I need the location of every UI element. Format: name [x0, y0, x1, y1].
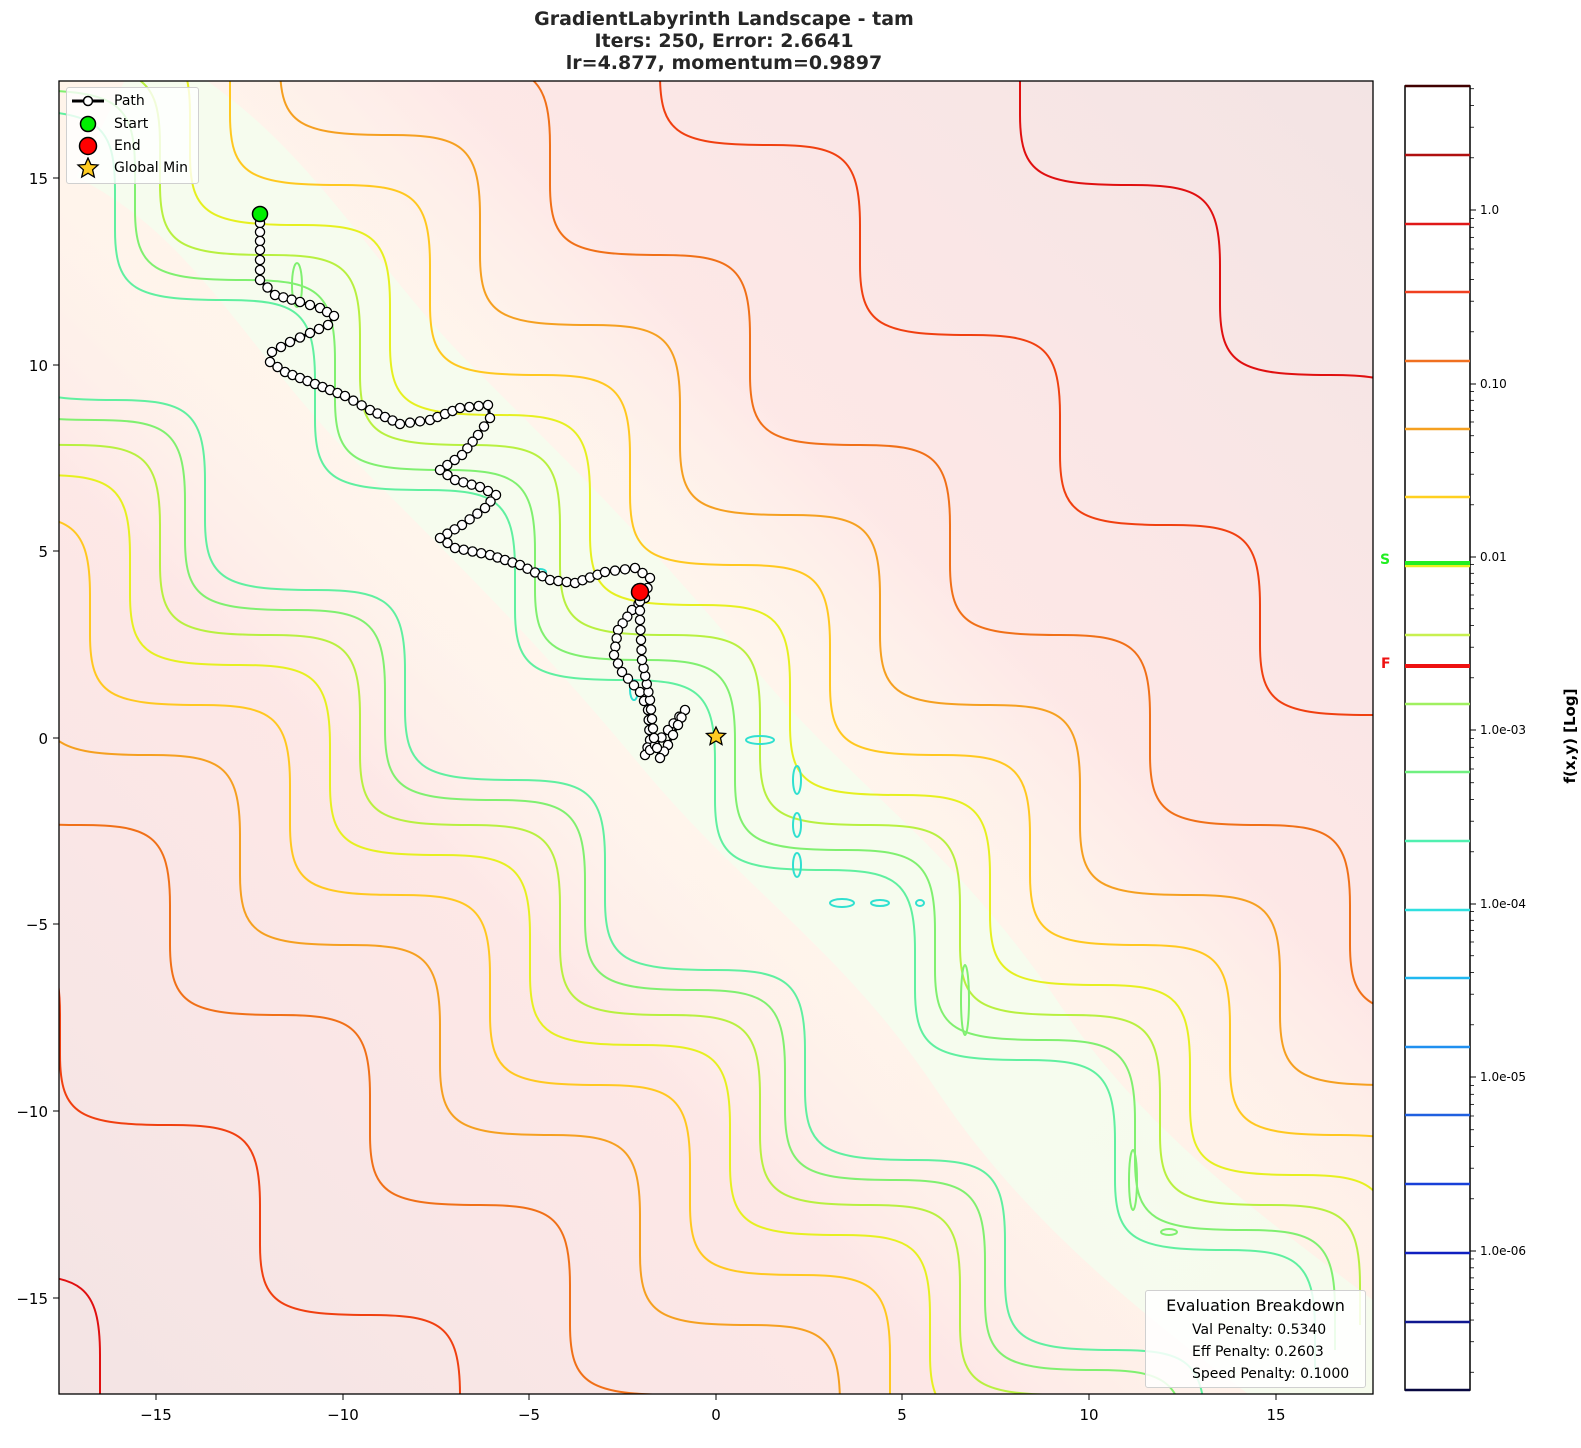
- y-tick-label: −5: [26, 916, 48, 934]
- speed-penalty: Speed Penalty: 0.1000: [1192, 1366, 1350, 1382]
- y-tick-label: 15: [29, 170, 48, 188]
- colorbar-tick-label: 1.0e-06: [1480, 1244, 1526, 1258]
- red-circle-icon: [78, 136, 98, 156]
- x-tick-label: 15: [1266, 1406, 1285, 1424]
- x-tick-label: −10: [327, 1406, 359, 1424]
- colorbar-final-marker: F: [1381, 656, 1391, 672]
- colorbar-label: f(x,y) [Log]: [1561, 688, 1579, 784]
- colorbar-tick-label: 1.0: [1480, 203, 1499, 217]
- colorbar-tick-label: 0.10: [1480, 377, 1507, 391]
- colorbar: 1.0 0.10 0.01 1.0e-03 1.0e-04 1.0e-05 1.…: [1404, 84, 1526, 1392]
- legend-item-end: End: [67, 135, 198, 157]
- legend-label: Global Min: [114, 160, 188, 176]
- legend-item-path: Path: [67, 90, 198, 112]
- x-tick-label: −15: [140, 1406, 172, 1424]
- y-tick-label: 10: [29, 357, 48, 375]
- colorbar-tick-label: 1.0e-03: [1480, 723, 1526, 737]
- x-tick-label: 0: [711, 1406, 721, 1424]
- x-tick-label: 10: [1079, 1406, 1098, 1424]
- y-tick-label: 5: [38, 543, 48, 561]
- x-tick-label: −5: [518, 1406, 540, 1424]
- x-axis: [155, 1394, 1277, 1400]
- val-penalty: Val Penalty: 0.5340: [1192, 1322, 1327, 1338]
- legend-item-start: Start: [67, 113, 198, 135]
- end-marker: [630, 582, 650, 602]
- colorbar-tick-label: 1.0e-04: [1480, 897, 1526, 911]
- star-icon: [76, 157, 100, 179]
- start-marker: [251, 205, 269, 223]
- y-axis: [53, 177, 59, 1299]
- title-line-1: GradientLabyrinth Landscape - tam: [534, 8, 914, 30]
- colorbar-start-marker: S: [1380, 552, 1391, 568]
- green-circle-icon: [79, 115, 97, 133]
- colorbar-tick-label: 1.0e-05: [1480, 1070, 1526, 1084]
- legend-label: Start: [114, 116, 149, 132]
- evaluation-title: Evaluation Breakdown: [1166, 1296, 1345, 1315]
- x-tick-label: 5: [897, 1406, 907, 1424]
- legend-label: Path: [114, 93, 145, 109]
- path-line-icon: [72, 95, 104, 107]
- global-min-star: [704, 725, 728, 746]
- chart-title: GradientLabyrinth Landscape - tam Iters:…: [0, 8, 1448, 74]
- legend-label: End: [114, 138, 141, 154]
- legend: Path Start End Global Min: [66, 87, 199, 184]
- y-tick-label: −15: [16, 1290, 48, 1308]
- evaluation-breakdown: Evaluation Breakdown Val Penalty: 0.5340…: [1145, 1290, 1366, 1388]
- title-line-2: Iters: 250, Error: 2.6641: [594, 30, 854, 52]
- optimization-path: [254, 208, 691, 764]
- title-line-3: lr=4.877, momentum=0.9897: [565, 52, 883, 74]
- eff-penalty: Eff Penalty: 0.2603: [1192, 1344, 1324, 1360]
- colorbar-tick-label: 0.01: [1480, 550, 1507, 564]
- legend-item-global-min: Global Min: [67, 157, 198, 179]
- y-tick-label: 0: [38, 730, 48, 748]
- y-tick-label: −10: [16, 1103, 48, 1121]
